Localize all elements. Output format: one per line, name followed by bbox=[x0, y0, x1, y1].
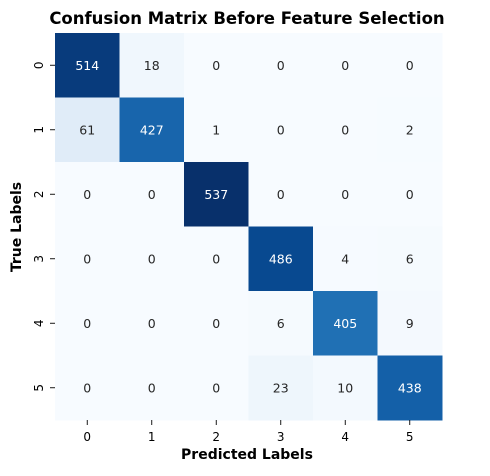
cell-annotation-r5-c5: 438 bbox=[398, 380, 422, 395]
cell-annotation-r1-c2: 1 bbox=[212, 122, 220, 137]
heatmap-cell-r0-c2 bbox=[184, 33, 249, 98]
heatmap-cell-r2-c3 bbox=[248, 162, 314, 227]
cell-annotation-r0-c5: 0 bbox=[406, 58, 414, 73]
y-tick-label-1: 1 bbox=[32, 126, 46, 134]
heatmap-cell-r4-c1 bbox=[119, 291, 185, 356]
cell-annotation-r1-c5: 2 bbox=[406, 122, 414, 137]
cell-annotation-r3-c5: 6 bbox=[406, 251, 414, 266]
y-tick-label-2: 2 bbox=[32, 190, 46, 198]
x-tick-label-5: 5 bbox=[406, 430, 414, 444]
heatmap-cell-r2-c4 bbox=[313, 162, 378, 227]
heatmap-cell-r1-c4 bbox=[313, 97, 378, 163]
x-axis-label: Predicted Labels bbox=[181, 447, 313, 463]
cell-annotation-r5-c0: 0 bbox=[83, 380, 91, 395]
y-axis-ticks: 0 1 2 3 4 5 bbox=[32, 61, 55, 392]
heatmap-cell-r2-c1 bbox=[119, 162, 185, 227]
heatmap-cell-r3-c1 bbox=[119, 226, 185, 292]
heatmap-cell-r3-c2 bbox=[184, 226, 249, 292]
heatmap-cell-r1-c5 bbox=[377, 97, 443, 163]
cell-annotation-r3-c2: 0 bbox=[212, 251, 220, 266]
heatmap-cells bbox=[55, 33, 443, 421]
cell-annotations: 514 18 0 0 0 061 427 1 0 0 20 0 537 0 0 00 0 0 486 4 60 0 0 6 40… bbox=[75, 58, 421, 396]
cell-annotation-r5-c2: 0 bbox=[212, 380, 220, 395]
cell-annotation-r2-c0: 0 bbox=[83, 187, 91, 202]
heatmap-cell-r3-c3 bbox=[248, 226, 314, 292]
y-tick-label-0: 0 bbox=[32, 61, 46, 69]
x-tick-label-0: 0 bbox=[83, 430, 91, 444]
cell-annotation-r4-c2: 0 bbox=[212, 316, 220, 331]
cell-annotation-r0-c0: 514 bbox=[75, 58, 99, 73]
heatmap-cell-r0-c1 bbox=[119, 33, 185, 98]
heatmap-cell-r5-c5 bbox=[377, 355, 443, 421]
cell-annotation-r3-c0: 0 bbox=[83, 251, 91, 266]
cell-annotation-r1-c0: 61 bbox=[79, 122, 95, 137]
heatmap-cell-r1-c2 bbox=[184, 97, 249, 163]
cell-annotation-r5-c1: 0 bbox=[148, 380, 156, 395]
cell-annotation-r1-c3: 0 bbox=[277, 122, 285, 137]
cell-annotation-r0-c2: 0 bbox=[212, 58, 220, 73]
cell-annotation-r1-c4: 0 bbox=[341, 122, 349, 137]
cell-annotation-r5-c3: 23 bbox=[273, 380, 289, 395]
heatmap-cell-r2-c0 bbox=[55, 162, 120, 227]
heatmap-cell-r5-c2 bbox=[184, 355, 249, 421]
heatmap-cell-r5-c4 bbox=[313, 355, 378, 421]
heatmap-cell-r1-c0 bbox=[55, 97, 120, 163]
cell-annotation-r4-c3: 6 bbox=[277, 316, 285, 331]
heatmap-cell-r3-c5 bbox=[377, 226, 443, 292]
heatmap-cell-r1-c1 bbox=[119, 97, 185, 163]
heatmap-cell-r0-c0 bbox=[55, 33, 120, 98]
heatmap-cell-r3-c4 bbox=[313, 226, 378, 292]
cell-annotation-r2-c5: 0 bbox=[406, 187, 414, 202]
cell-annotation-r4-c1: 0 bbox=[148, 316, 156, 331]
cell-annotation-r3-c1: 0 bbox=[148, 251, 156, 266]
cell-annotation-r3-c3: 486 bbox=[269, 251, 293, 266]
heatmap-cell-r1-c3 bbox=[248, 97, 314, 163]
y-axis-label: True Labels bbox=[9, 182, 25, 272]
heatmap-cell-r4-c4 bbox=[313, 291, 378, 356]
cell-annotation-r2-c1: 0 bbox=[148, 187, 156, 202]
heatmap-cell-r4-c5 bbox=[377, 291, 443, 356]
cell-annotation-r0-c3: 0 bbox=[277, 58, 285, 73]
heatmap-cell-r0-c5 bbox=[377, 33, 443, 98]
heatmap-cell-r2-c5 bbox=[377, 162, 443, 227]
heatmap-cell-r2-c2 bbox=[184, 162, 249, 227]
cell-annotation-r2-c4: 0 bbox=[341, 187, 349, 202]
x-tick-label-4: 4 bbox=[341, 430, 349, 444]
x-axis-ticks: 0 1 2 3 4 5 bbox=[83, 420, 414, 444]
heatmap-cell-r4-c3 bbox=[248, 291, 314, 356]
heatmap-cell-r0-c3 bbox=[248, 33, 314, 98]
heatmap-cell-r5-c0 bbox=[55, 355, 120, 421]
heatmap-cell-r4-c2 bbox=[184, 291, 249, 356]
cell-annotation-r1-c1: 427 bbox=[140, 122, 164, 137]
heatmap-cell-r3-c0 bbox=[55, 226, 120, 292]
heatmap-cell-r5-c1 bbox=[119, 355, 185, 421]
cell-annotation-r4-c0: 0 bbox=[83, 316, 91, 331]
cell-annotation-r4-c5: 9 bbox=[406, 316, 414, 331]
y-tick-label-3: 3 bbox=[32, 255, 46, 263]
heatmap-cell-r0-c4 bbox=[313, 33, 378, 98]
x-tick-label-2: 2 bbox=[212, 430, 220, 444]
cell-annotation-r2-c2: 537 bbox=[204, 187, 228, 202]
heatmap-cell-r4-c0 bbox=[55, 291, 120, 356]
cell-annotation-r0-c1: 18 bbox=[144, 58, 160, 73]
x-tick-label-1: 1 bbox=[148, 430, 156, 444]
x-tick-label-3: 3 bbox=[277, 430, 285, 444]
cell-annotation-r5-c4: 10 bbox=[337, 380, 353, 395]
heatmap-cell-r5-c3 bbox=[248, 355, 314, 421]
cell-annotation-r3-c4: 4 bbox=[341, 251, 349, 266]
cell-annotation-r2-c3: 0 bbox=[277, 187, 285, 202]
y-tick-label-5: 5 bbox=[32, 384, 46, 392]
cell-annotation-r0-c4: 0 bbox=[341, 58, 349, 73]
cell-annotation-r4-c4: 405 bbox=[333, 316, 357, 331]
y-tick-label-4: 4 bbox=[32, 319, 46, 327]
chart-title: Confusion Matrix Before Feature Selectio… bbox=[49, 9, 444, 28]
